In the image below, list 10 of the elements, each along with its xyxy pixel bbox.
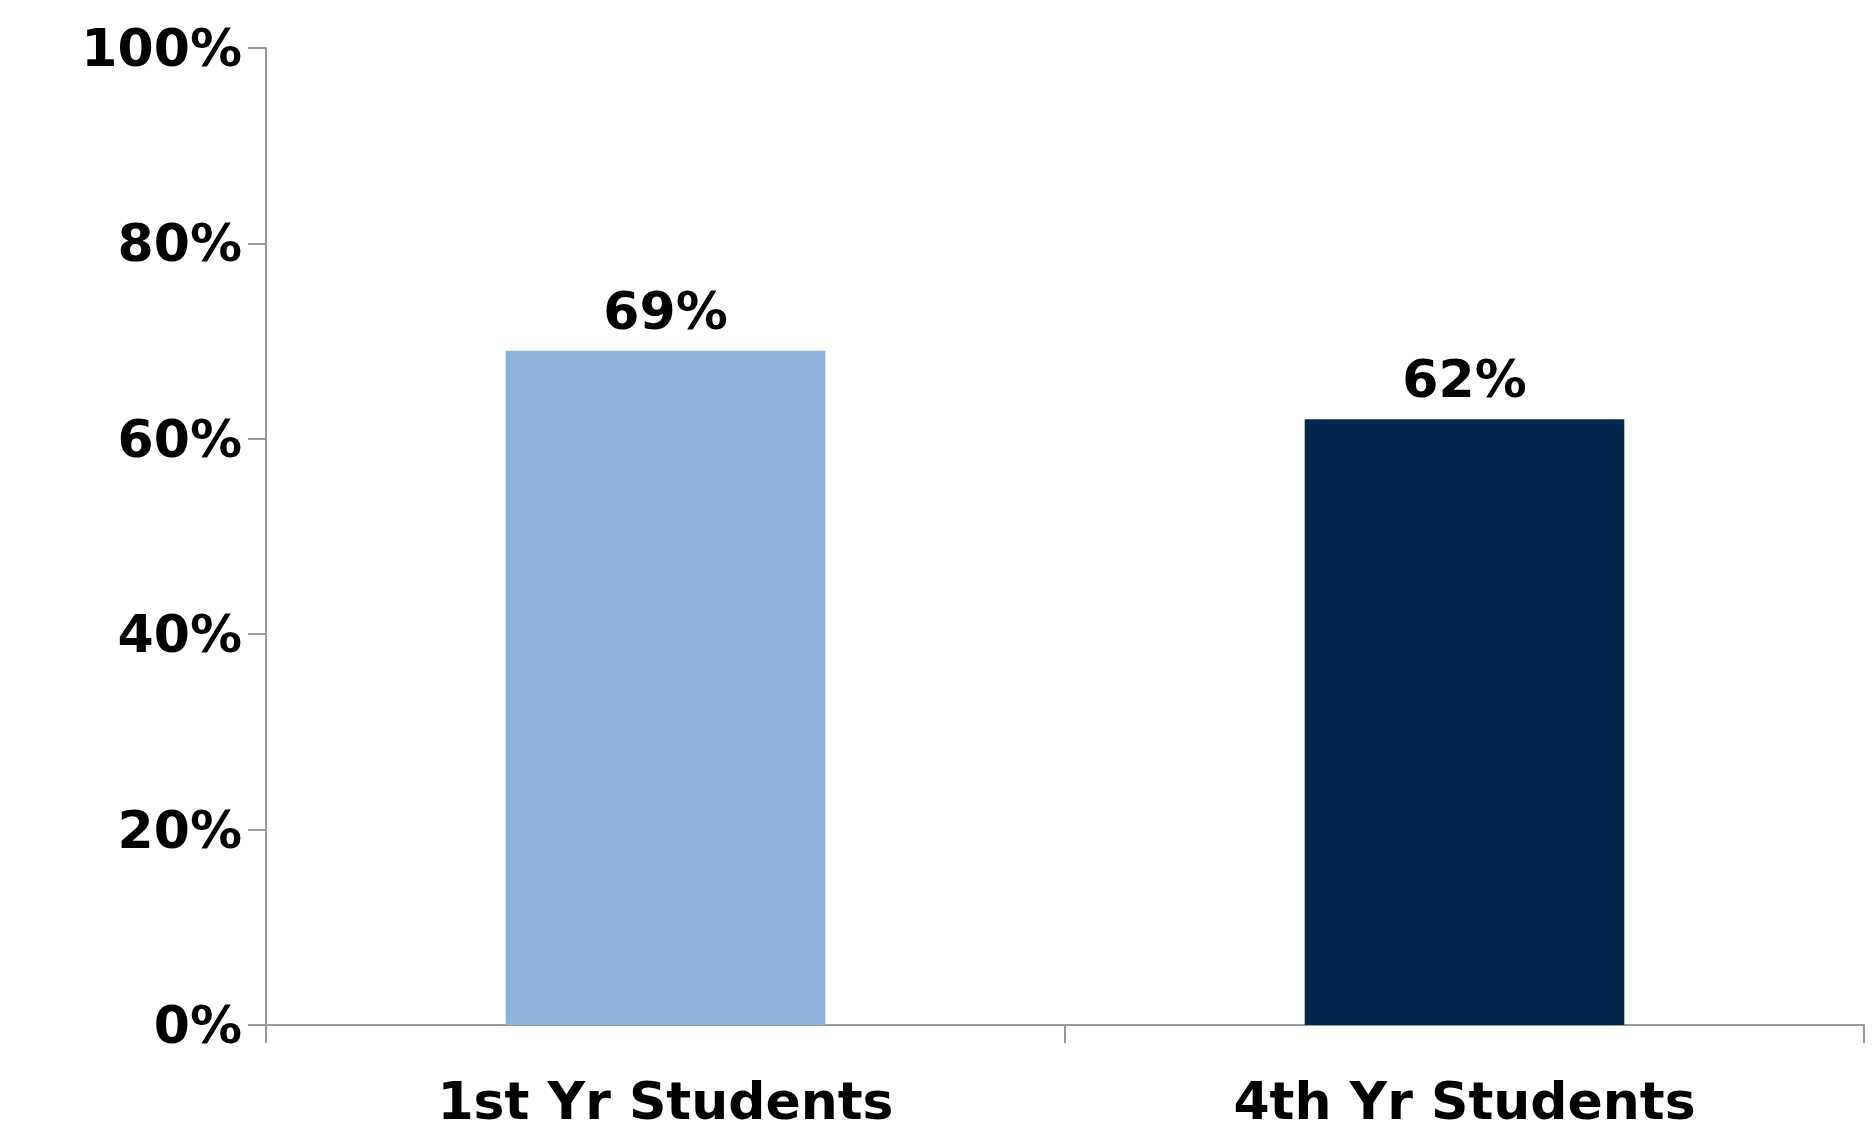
y-tick-label: 40% — [117, 604, 242, 665]
y-tick-label: 100% — [81, 18, 242, 78]
data-label: 69% — [603, 280, 728, 341]
y-tick-label: 0% — [153, 995, 242, 1055]
y-tick-label: 80% — [117, 213, 242, 274]
y-tick-label: 20% — [117, 799, 242, 860]
x-tick-label: 4th Yr Students — [1233, 1071, 1696, 1131]
y-tick-label: 60% — [117, 408, 242, 469]
data-label: 62% — [1402, 349, 1527, 410]
x-tick-label: 1st Yr Students — [437, 1071, 894, 1131]
